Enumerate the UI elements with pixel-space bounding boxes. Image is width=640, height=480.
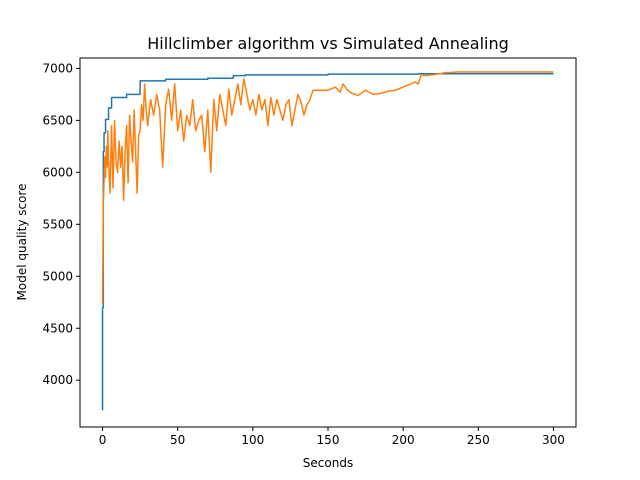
- y-tick-label: 5500: [42, 217, 73, 231]
- series-layer: [101, 71, 554, 411]
- series-line-1: [101, 73, 554, 411]
- x-tick-label: 0: [99, 433, 107, 447]
- series-line-2: [101, 71, 554, 305]
- x-axis-label: Seconds: [303, 456, 353, 470]
- y-axis-label: Model quality score: [15, 184, 29, 301]
- x-tick-label: 150: [317, 433, 340, 447]
- chart-title: Hillclimber algorithm vs Simulated Annea…: [147, 34, 509, 53]
- y-axis-ticks: 4000 4500 5000 5500 6000 6500 7000: [42, 61, 80, 387]
- y-tick-label: 4500: [42, 321, 73, 335]
- y-tick-label: 7000: [42, 61, 73, 75]
- x-tick-label: 300: [542, 433, 565, 447]
- x-tick-label: 200: [392, 433, 415, 447]
- x-axis-ticks: 0 50 100 150 200 250 300: [99, 427, 565, 447]
- y-tick-label: 5000: [42, 269, 73, 283]
- y-tick-label: 4000: [42, 373, 73, 387]
- y-tick-label: 6000: [42, 165, 73, 179]
- x-tick-label: 50: [170, 433, 185, 447]
- x-tick-label: 100: [241, 433, 264, 447]
- x-tick-label: 250: [467, 433, 490, 447]
- y-tick-label: 6500: [42, 113, 73, 127]
